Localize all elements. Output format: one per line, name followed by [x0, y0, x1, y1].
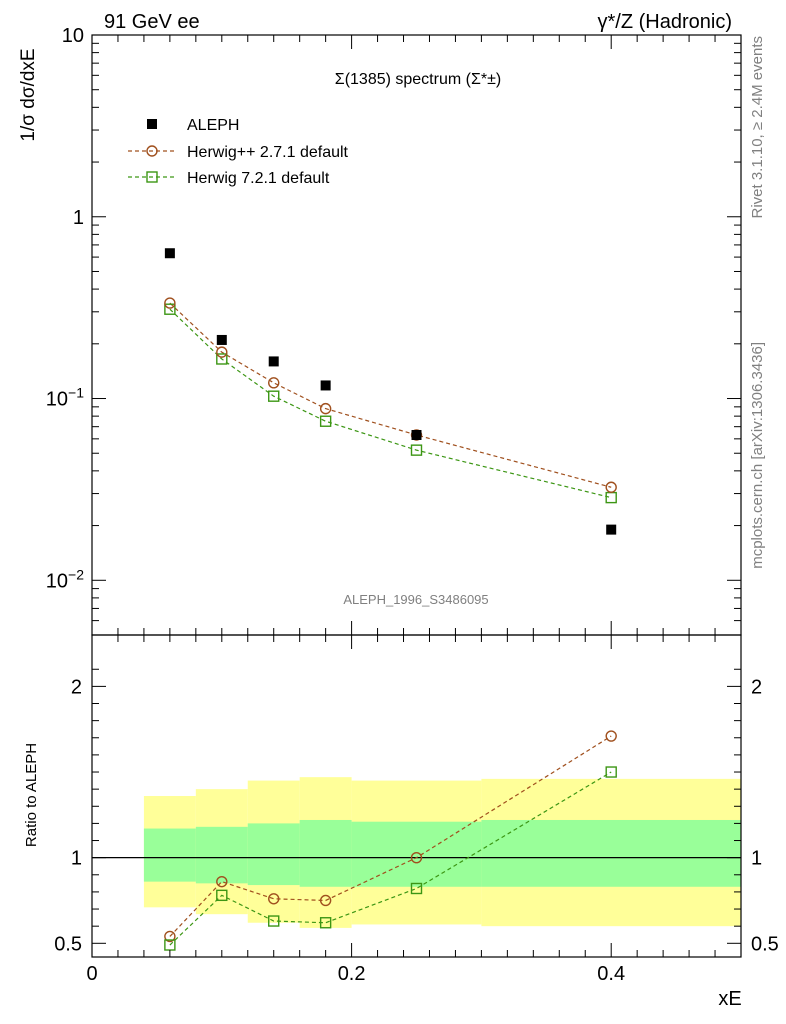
ratio-band-inner: [143, 828, 196, 882]
legend: ALEPH Herwig++ 2.7.1 default Herwig 7.2.1 …: [128, 117, 349, 187]
ratio-y-tick-label-left: 1: [71, 848, 82, 870]
main-point-aleph: [216, 334, 227, 345]
side-label-rivet: Rivet 3.1.10, ≥ 2.4M events: [749, 36, 766, 219]
x-tick-label: 0.4: [597, 963, 625, 985]
main-point-herwig7: [319, 415, 332, 427]
ratio-band-inner: [351, 821, 482, 887]
main-y-tick-label: 10−2: [46, 566, 84, 592]
header-left-label: 91 GeV ee: [104, 11, 200, 33]
series-markers: [164, 248, 617, 951]
main-y-axis-title: 1/σ dσ/dxE: [18, 48, 39, 141]
chart-title: Σ(1385) spectrum (Σ*±): [335, 71, 501, 88]
main-y-tick-label: 10−1: [46, 385, 84, 411]
ratio-band-inner: [195, 826, 248, 884]
legend-marker-0: [147, 119, 157, 129]
main-point-herwig7: [605, 491, 617, 504]
main-point-herwig7: [410, 444, 423, 456]
main-point-herwigpp: [216, 346, 228, 358]
ratio-point-herwigpp: [216, 875, 228, 888]
ratio-point-herwigpp: [164, 930, 176, 943]
panel-frames: [91, 34, 742, 958]
x-axis-title: xE: [718, 988, 741, 1010]
ratio-line-herwigpp: [169, 735, 612, 937]
series-lines: [169, 302, 612, 946]
legend-label-1: Herwig++ 2.7.1 default: [187, 144, 349, 161]
ratio-point-herwig7: [605, 766, 617, 778]
ratio-y-axis-title: Ratio to ALEPH: [23, 743, 40, 847]
ratio-y-tick-label-right: 2: [751, 676, 762, 698]
main-point-aleph: [320, 380, 331, 391]
legend-marker-1: [146, 145, 158, 157]
x-tick-label: 0.2: [338, 963, 366, 985]
ratio-line-herwig7: [169, 771, 612, 946]
legend-label-0: ALEPH: [187, 117, 239, 134]
ratio-point-herwigpp: [605, 730, 617, 742]
ratio-point-herwig7: [268, 915, 280, 927]
main-point-herwig7: [216, 353, 228, 365]
axis-ticks: 10 1 10−1 10−2 0 0.2 0.4 2 2 1 1 0.5 0.5: [46, 25, 779, 985]
main-point-aleph: [606, 524, 617, 535]
ratio-point-herwig7: [216, 889, 228, 902]
ratio-point-herwig7: [410, 882, 423, 895]
ratio-panel-frame: [91, 634, 742, 958]
main-point-herwigpp: [319, 402, 332, 415]
main-point-aleph: [164, 248, 175, 259]
legend-marker-2: [146, 171, 158, 183]
main-y-tick-label: 10: [62, 25, 84, 47]
ratio-point-herwigpp: [268, 893, 280, 905]
x-tick-label: 0: [86, 963, 97, 985]
analysis-watermark: ALEPH_1996_S3486095: [343, 592, 488, 607]
main-line-herwig7: [169, 308, 612, 499]
ratio-y-tick-label-left: 0.5: [54, 933, 82, 955]
ratio-band-inner: [299, 819, 352, 887]
main-point-herwigpp: [164, 297, 176, 309]
ratio-y-tick-label-right: 0.5: [751, 933, 779, 955]
ratio-y-tick-label-left: 2: [71, 676, 82, 698]
ratio-bands: [143, 777, 741, 928]
ratio-band-inner: [247, 823, 300, 886]
main-point-herwig7: [164, 303, 176, 315]
main-point-herwigpp: [268, 377, 280, 389]
ratio-point-herwig7: [319, 917, 332, 929]
main-line-herwigpp: [169, 302, 612, 488]
main-point-herwigpp: [605, 481, 617, 493]
side-label-mcplots: mcplots.cern.ch [arXiv:1306.3436]: [749, 342, 766, 569]
main-point-aleph: [411, 429, 422, 440]
ratio-y-tick-label-right: 1: [751, 848, 762, 870]
main-point-aleph: [268, 356, 279, 367]
main-y-tick-label: 1: [73, 207, 84, 229]
ratio-band-inner: [481, 819, 741, 887]
ratio-point-herwigpp: [410, 851, 423, 864]
header-right-label: γ*/Z (Hadronic): [598, 11, 732, 33]
ratio-point-herwigpp: [319, 894, 332, 907]
legend-label-2: Herwig 7.2.1 default: [187, 170, 330, 187]
main-point-herwig7: [268, 390, 280, 402]
